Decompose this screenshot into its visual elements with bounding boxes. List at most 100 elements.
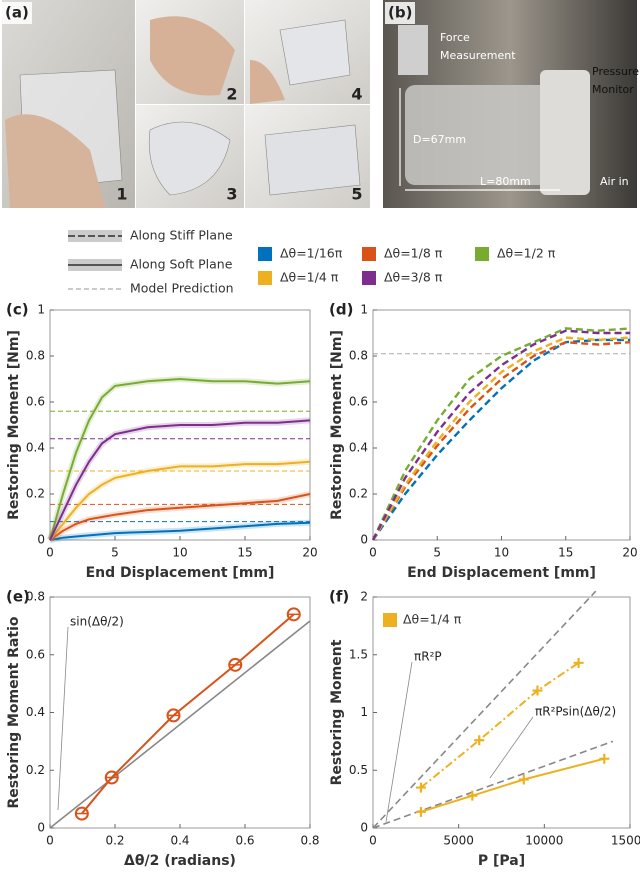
x-tick-label: 0 bbox=[369, 834, 377, 848]
x-tick-label: 20 bbox=[622, 546, 637, 560]
x-tick-label: 0.4 bbox=[170, 834, 189, 848]
y-tick-label: 1.5 bbox=[349, 647, 368, 661]
y-tick-label: 0.6 bbox=[26, 647, 45, 661]
legend-text: Δθ=1/16π bbox=[280, 246, 343, 261]
y-axis-label: Restoring Moment Ratio bbox=[6, 616, 22, 808]
hands bbox=[150, 16, 235, 96]
x-axis-label: Δθ/2 (radians) bbox=[124, 853, 236, 869]
x-axis-label: End Displacement [mm] bbox=[86, 565, 275, 581]
marker bbox=[518, 774, 529, 785]
panel-label: (c) bbox=[6, 301, 29, 319]
marker bbox=[573, 657, 584, 668]
photo-number: 5 bbox=[351, 185, 362, 204]
sample bbox=[264, 124, 361, 196]
annotation: sin(Δθ/2) bbox=[70, 615, 124, 629]
y-tick-label: 0.8 bbox=[26, 590, 45, 604]
y-axis-label: Restoring Moment [Nm] bbox=[6, 330, 22, 520]
y-tick-label: 0.6 bbox=[349, 395, 368, 409]
y-tick-label: 1 bbox=[37, 303, 45, 317]
series-line bbox=[420, 757, 605, 813]
label-bg bbox=[2, 2, 32, 24]
x-tick-label: 10 bbox=[494, 546, 509, 560]
photo-number: 3 bbox=[226, 185, 237, 204]
series-line bbox=[371, 336, 631, 541]
reference-line bbox=[372, 740, 614, 829]
panel-label: (d) bbox=[329, 301, 353, 319]
y-tick-label: 2 bbox=[360, 590, 368, 604]
x-tick-label: 0 bbox=[46, 546, 54, 560]
annotation: πR²P bbox=[414, 650, 442, 664]
y-tick-label: 0.8 bbox=[26, 349, 45, 363]
marker bbox=[474, 735, 485, 746]
x-tick-label: 0 bbox=[369, 546, 377, 560]
series-line bbox=[49, 493, 311, 541]
series-line bbox=[371, 327, 631, 541]
hand bbox=[250, 60, 285, 104]
sample bbox=[148, 121, 231, 196]
photo-number: 2 bbox=[226, 85, 237, 104]
y-tick-label: 0.2 bbox=[26, 763, 45, 777]
marker bbox=[532, 685, 543, 696]
reference-line bbox=[49, 620, 311, 829]
marker bbox=[415, 806, 426, 817]
annotation: πR²Psin(Δθ/2) bbox=[535, 705, 616, 719]
series-line bbox=[49, 419, 311, 541]
y-tick-label: 0.2 bbox=[349, 487, 368, 501]
y-tick-label: 0.6 bbox=[26, 395, 45, 409]
y-tick-label: 0 bbox=[360, 821, 368, 835]
y-tick-label: 0.5 bbox=[349, 763, 368, 777]
x-tick-label: 5 bbox=[111, 546, 119, 560]
legend-swatch bbox=[362, 271, 376, 285]
y-tick-label: 0.4 bbox=[26, 441, 45, 455]
y-tick-label: 0 bbox=[360, 533, 368, 547]
series-line bbox=[372, 338, 630, 541]
y-axis-label: Restoring Moment bbox=[329, 639, 345, 785]
photo-a bbox=[2, 0, 370, 208]
x-tick-label: 20 bbox=[302, 546, 317, 560]
y-tick-label: 0.8 bbox=[349, 349, 368, 363]
annotation-leader bbox=[489, 716, 534, 779]
photo-b bbox=[383, 0, 637, 208]
cylinder bbox=[405, 85, 555, 185]
legend-text: Δθ=1/8 π bbox=[384, 246, 443, 261]
x-tick-label: 5000 bbox=[443, 834, 474, 848]
panel-label: (e) bbox=[6, 588, 30, 606]
sample bbox=[279, 19, 351, 86]
legend-text: Δθ=1/4 π bbox=[280, 270, 339, 285]
marker bbox=[415, 782, 426, 793]
x-tick-label: 10 bbox=[172, 546, 187, 560]
annotation-leader bbox=[57, 626, 69, 811]
photo-annotation: L=80mm bbox=[480, 175, 531, 188]
x-axis-label: P [Pa] bbox=[478, 853, 525, 869]
panel-label: (f) bbox=[329, 588, 349, 606]
x-tick-label: 15 bbox=[558, 546, 573, 560]
y-tick-label: 0 bbox=[37, 533, 45, 547]
photo-number: 1 bbox=[116, 185, 127, 204]
photo-annotation: Air in bbox=[600, 175, 629, 188]
legend-swatch bbox=[475, 247, 489, 261]
clamp bbox=[540, 70, 590, 195]
series-line bbox=[49, 521, 311, 541]
x-tick-label: 0 bbox=[46, 834, 54, 848]
marker bbox=[599, 753, 610, 764]
reference-line bbox=[372, 590, 597, 829]
series-line bbox=[371, 329, 630, 541]
legend-swatch bbox=[383, 613, 397, 627]
legend-text: Along Stiff Plane bbox=[130, 228, 233, 243]
legend-text: Along Soft Plane bbox=[130, 257, 233, 272]
legend-text: Δθ=1/2 π bbox=[497, 246, 556, 261]
y-tick-label: 0.4 bbox=[26, 705, 45, 719]
legend-text: Model Prediction bbox=[130, 281, 234, 296]
legend-text: Δθ=1/4 π bbox=[403, 612, 462, 627]
x-tick-label: 10000 bbox=[525, 834, 563, 848]
photo-annotation: Monitor bbox=[592, 83, 634, 96]
series-line bbox=[420, 662, 580, 789]
force-sensor bbox=[398, 25, 428, 75]
marker bbox=[467, 790, 478, 801]
panel-label: (a) bbox=[5, 4, 29, 22]
y-tick-label: 1 bbox=[360, 705, 368, 719]
series-line bbox=[49, 377, 311, 541]
photo-annotation: Pressure bbox=[592, 65, 639, 78]
